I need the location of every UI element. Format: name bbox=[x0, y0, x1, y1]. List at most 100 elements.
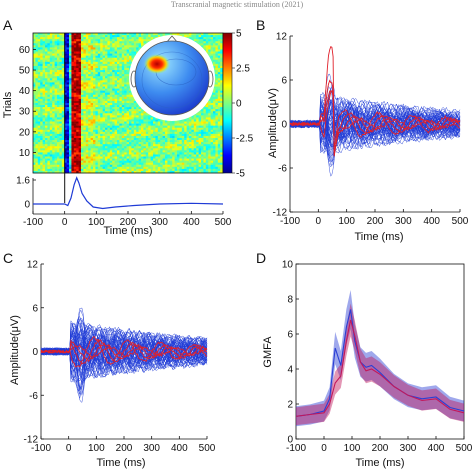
heatmap-cell bbox=[37, 158, 41, 161]
heatmap-cell bbox=[215, 119, 219, 122]
heatmap-cell bbox=[210, 121, 214, 124]
heatmap-cell bbox=[208, 39, 211, 42]
heatmap-cell bbox=[52, 119, 55, 122]
heatmap-cell bbox=[117, 39, 120, 42]
heatmap-cell bbox=[95, 113, 99, 116]
heatmap-cell bbox=[102, 103, 106, 106]
heatmap-cell bbox=[45, 41, 48, 44]
heatmap-cell bbox=[52, 123, 55, 126]
heatmap-cell bbox=[45, 61, 48, 65]
heatmap-cell bbox=[37, 65, 41, 69]
heatmap-cell bbox=[165, 123, 168, 126]
heatmap-cell bbox=[107, 121, 111, 124]
heatmap-cell bbox=[97, 148, 101, 151]
heatmap-cell bbox=[81, 63, 84, 67]
heatmap-cell bbox=[155, 140, 159, 143]
heatmap-cell bbox=[169, 133, 173, 137]
heatmap-cell bbox=[112, 100, 115, 104]
heatmap-cell bbox=[184, 33, 187, 36]
heatmap-cell bbox=[112, 37, 115, 40]
heatmap-cell bbox=[95, 57, 99, 61]
heatmap-cell bbox=[119, 96, 123, 100]
heatmap-cell bbox=[186, 127, 190, 131]
heatmap-cell bbox=[172, 123, 175, 126]
heatmap-cell bbox=[107, 35, 111, 38]
heatmap-cell bbox=[136, 105, 139, 108]
heatmap-cell bbox=[71, 127, 75, 131]
heatmap-cell bbox=[35, 65, 39, 69]
heatmap-cell bbox=[71, 131, 75, 135]
heatmap-cell bbox=[57, 96, 60, 100]
heatmap-cell bbox=[49, 63, 53, 67]
heatmap-cell bbox=[210, 37, 214, 40]
heatmap-cell bbox=[54, 150, 58, 153]
heatmap-cell bbox=[184, 133, 187, 137]
heatmap-cell bbox=[66, 61, 70, 65]
heatmap-cell bbox=[40, 55, 43, 59]
heatmap-cell bbox=[61, 125, 65, 129]
heatmap-cell bbox=[213, 133, 216, 137]
heatmap-cell bbox=[78, 152, 82, 155]
heatmap-cell bbox=[220, 94, 223, 98]
heatmap-cell bbox=[203, 135, 207, 139]
heatmap-cell bbox=[81, 113, 84, 116]
heatmap-cell bbox=[40, 160, 43, 164]
heatmap-cell bbox=[196, 121, 199, 124]
heatmap-cell bbox=[81, 49, 84, 52]
heatmap-cell bbox=[33, 119, 36, 122]
heatmap-cell bbox=[105, 125, 108, 129]
heatmap-cell bbox=[83, 160, 87, 164]
heatmap-cell bbox=[138, 109, 142, 112]
heatmap-cell bbox=[95, 53, 99, 56]
heatmap-cell bbox=[57, 113, 60, 116]
heatmap-cell bbox=[93, 117, 96, 120]
heatmap-cell bbox=[64, 140, 67, 143]
heatmap-cell bbox=[217, 43, 221, 46]
heatmap-cell bbox=[97, 125, 101, 129]
heatmap-cell bbox=[210, 146, 214, 149]
heatmap-cell bbox=[201, 146, 204, 149]
heatmap-cell bbox=[126, 98, 130, 102]
heatmap-cell bbox=[107, 113, 111, 116]
heatmap-cell bbox=[40, 70, 43, 73]
heatmap-cell bbox=[37, 57, 41, 61]
heatmap-cell bbox=[117, 84, 120, 87]
heatmap-cell bbox=[45, 88, 48, 91]
heatmap-cell bbox=[208, 98, 211, 102]
heatmap-cell bbox=[220, 140, 223, 143]
heatmap-cell bbox=[100, 59, 103, 63]
heatmap-cell bbox=[126, 123, 130, 126]
heatmap-cell bbox=[133, 154, 137, 157]
heatmap-cell bbox=[33, 96, 36, 100]
heatmap-cell bbox=[165, 135, 168, 139]
heatmap-cell bbox=[100, 121, 103, 124]
heatmap-cell bbox=[174, 135, 178, 139]
heatmap-cell bbox=[88, 78, 91, 81]
heatmap-cell bbox=[90, 144, 94, 147]
heatmap-cell bbox=[47, 152, 51, 155]
heatmap-cell bbox=[126, 138, 130, 141]
heatmap-cell bbox=[136, 39, 139, 42]
heatmap-cell bbox=[112, 76, 115, 79]
heatmap-cell bbox=[172, 144, 175, 147]
heatmap-cell bbox=[93, 41, 96, 44]
heatmap-cell bbox=[210, 115, 214, 118]
heatmap-cell bbox=[124, 98, 127, 102]
heatmap-cell bbox=[69, 103, 72, 106]
heatmap-cell bbox=[57, 57, 60, 61]
heatmap-cell bbox=[64, 70, 67, 73]
heatmap-cell bbox=[203, 138, 207, 141]
heatmap-cell bbox=[54, 51, 58, 54]
heatmap-cell bbox=[95, 45, 99, 48]
heatmap-cell bbox=[114, 41, 118, 44]
heatmap-cell bbox=[109, 55, 113, 59]
heatmap-cell bbox=[133, 47, 137, 50]
heatmap-cell bbox=[61, 90, 65, 94]
heatmap-cell bbox=[119, 111, 123, 114]
heatmap-cell bbox=[52, 86, 55, 89]
heatmap-cell bbox=[49, 148, 53, 151]
heatmap-cell bbox=[42, 61, 46, 65]
heatmap-cell bbox=[107, 154, 111, 157]
heatmap-cell bbox=[109, 70, 113, 73]
heatmap-cell bbox=[76, 154, 79, 157]
